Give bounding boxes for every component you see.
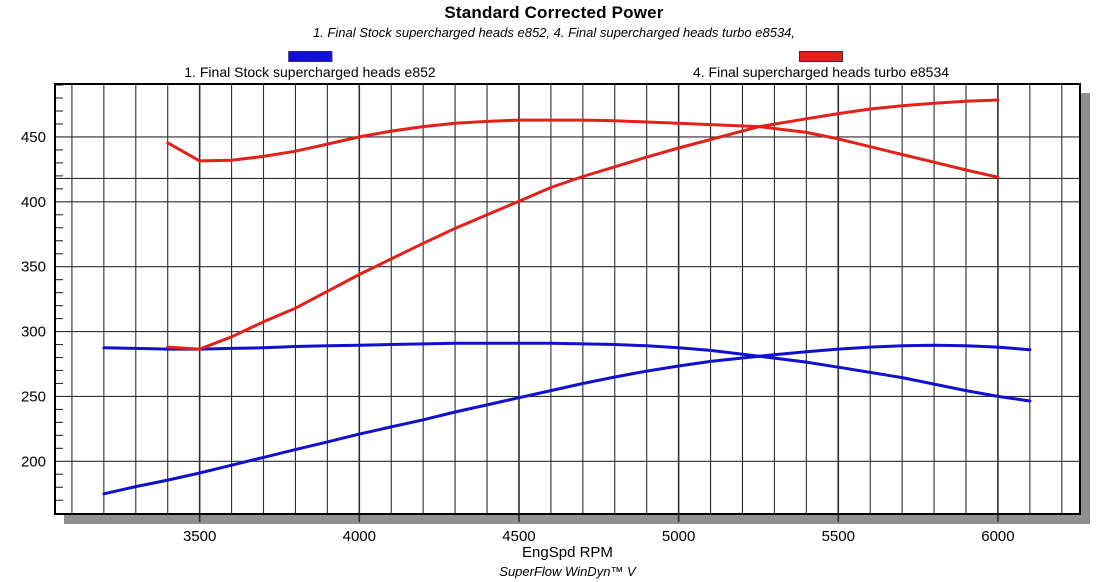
x-axis-label: EngSpd RPM [522, 544, 613, 561]
svg-text:400: 400 [21, 194, 46, 211]
svg-text:3500: 3500 [183, 528, 216, 545]
legend-item-run1: 1. Final Stock supercharged heads e852 [184, 51, 436, 80]
plot-drop-shadow [64, 93, 1090, 524]
legend-item-run4: 4. Final supercharged heads turbo e8534 [693, 51, 949, 80]
curve-run1-torque [102, 341, 1032, 403]
legend-swatch-run1 [287, 51, 332, 62]
svg-text:250: 250 [21, 388, 46, 405]
legend-label-run1: 1. Final Stock supercharged heads e852 [184, 64, 436, 80]
svg-text:4500: 4500 [502, 528, 535, 545]
svg-text:350: 350 [21, 259, 46, 276]
data-curves [102, 98, 1032, 496]
branding-footer: SuperFlow WinDyn™ V [499, 564, 636, 579]
plot-border [54, 83, 1081, 515]
plot-gridlines [55, 84, 1080, 522]
svg-text:5000: 5000 [662, 528, 695, 545]
svg-text:6000: 6000 [981, 528, 1014, 545]
svg-text:5500: 5500 [822, 528, 855, 545]
svg-text:300: 300 [21, 324, 46, 341]
legend-label-run4: 4. Final supercharged heads turbo e8534 [692, 64, 950, 80]
chart-subtitle: 1. Final Stock supercharged heads e852, … [312, 25, 796, 40]
chart-title: Standard Corrected Power [444, 3, 664, 22]
curve-run4-torque [166, 118, 1000, 179]
legend-swatch-run4 [798, 51, 843, 62]
axis-tick-labels: 450 400 350 300 250 200 3500 4000 4500 5000 5500 60… [21, 129, 1015, 545]
svg-text:450: 450 [21, 129, 46, 146]
axis-minor-ticks [55, 84, 63, 501]
curve-run4-power [166, 98, 1000, 351]
svg-text:4000: 4000 [343, 528, 376, 545]
svg-text:200: 200 [21, 453, 46, 470]
curve-run1-power [102, 343, 1032, 496]
